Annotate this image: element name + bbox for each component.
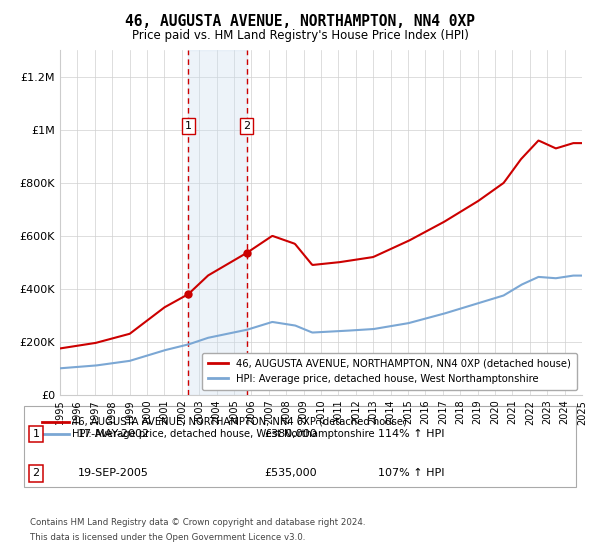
Text: 46, AUGUSTA AVENUE, NORTHAMPTON, NN4 0XP (detached house): 46, AUGUSTA AVENUE, NORTHAMPTON, NN4 0XP… [72,417,407,427]
Text: 19-SEP-2005: 19-SEP-2005 [78,468,149,478]
Text: This data is licensed under the Open Government Licence v3.0.: This data is licensed under the Open Gov… [30,533,305,542]
Text: 17-MAY-2002: 17-MAY-2002 [78,429,150,439]
Text: £380,000: £380,000 [264,429,317,439]
Text: Contains HM Land Registry data © Crown copyright and database right 2024.: Contains HM Land Registry data © Crown c… [30,518,365,527]
Text: 1: 1 [32,429,40,439]
Text: 107% ↑ HPI: 107% ↑ HPI [378,468,445,478]
Text: 2: 2 [243,121,250,131]
Text: £535,000: £535,000 [264,468,317,478]
Text: 114% ↑ HPI: 114% ↑ HPI [378,429,445,439]
Legend: 46, AUGUSTA AVENUE, NORTHAMPTON, NN4 0XP (detached house), HPI: Average price, d: 46, AUGUSTA AVENUE, NORTHAMPTON, NN4 0XP… [202,353,577,390]
Text: 46, AUGUSTA AVENUE, NORTHAMPTON, NN4 0XP: 46, AUGUSTA AVENUE, NORTHAMPTON, NN4 0XP [125,14,475,29]
Text: HPI: Average price, detached house, West Northamptonshire: HPI: Average price, detached house, West… [72,429,374,439]
Bar [188,50,247,395]
Text: 2: 2 [32,468,40,478]
Text: Price paid vs. HM Land Registry's House Price Index (HPI): Price paid vs. HM Land Registry's House … [131,29,469,42]
Text: 1: 1 [185,121,192,131]
